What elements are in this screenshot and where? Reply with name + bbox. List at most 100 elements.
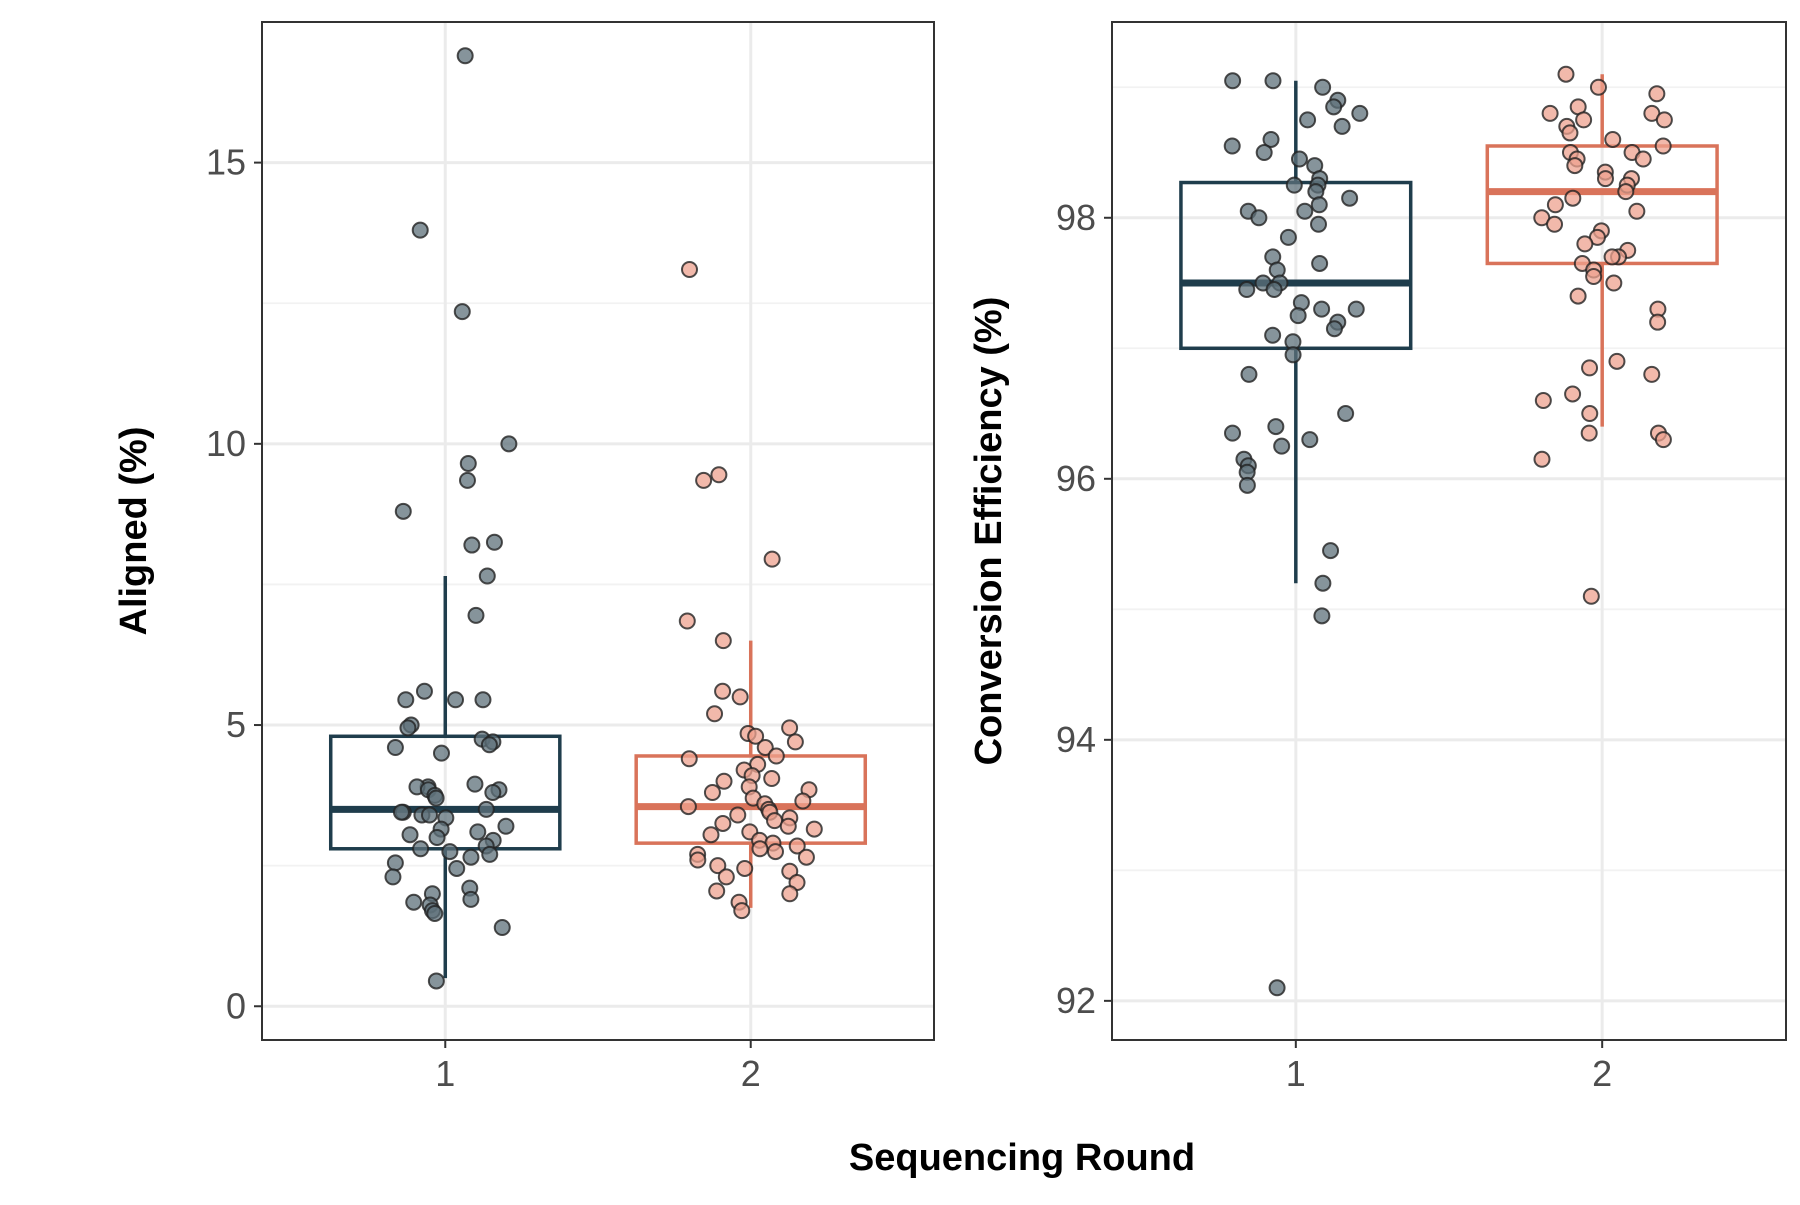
data-point	[484, 784, 502, 802]
data-point	[680, 750, 698, 768]
data-point	[427, 789, 445, 807]
data-point	[1311, 254, 1329, 272]
data-point	[714, 814, 732, 832]
data-point	[766, 812, 784, 830]
points-round-2	[1533, 65, 1673, 605]
data-point	[1322, 542, 1340, 560]
data-point	[1337, 405, 1355, 423]
points-round-1	[1223, 72, 1369, 997]
data-point	[1238, 281, 1256, 299]
data-point	[736, 859, 754, 877]
y-axis-title: Aligned (%)	[113, 427, 155, 636]
data-point	[1285, 176, 1303, 194]
data-point	[1654, 137, 1672, 155]
y-tick-label: 94	[1056, 719, 1096, 760]
data-point	[1575, 111, 1593, 129]
data-point	[781, 719, 799, 737]
x-tick-label: 2	[1592, 1053, 1612, 1094]
panel-border	[1111, 21, 1787, 1041]
points-round-2	[678, 260, 823, 920]
data-point	[1289, 307, 1307, 325]
data-point	[405, 893, 423, 911]
data-point	[1533, 450, 1551, 468]
data-point	[1655, 111, 1673, 129]
y-tick-label: 92	[1056, 980, 1096, 1021]
data-point	[797, 848, 815, 866]
x-axis-title: Sequencing Round	[849, 1137, 1195, 1179]
data-point	[786, 733, 804, 751]
y-tick-label: 5	[226, 704, 246, 745]
data-point	[714, 682, 732, 700]
panel-1: 0 5 10 15 1 2 Aligned (%)	[113, 21, 935, 1094]
data-point	[426, 904, 444, 922]
data-point	[1580, 424, 1598, 442]
data-point	[458, 471, 476, 489]
data-point	[1284, 346, 1302, 364]
data-point	[480, 736, 498, 754]
data-point	[427, 972, 445, 990]
data-point	[497, 817, 515, 835]
data-point	[1561, 124, 1579, 142]
data-point	[1604, 130, 1622, 148]
data-point	[781, 885, 799, 903]
data-point	[386, 854, 404, 872]
data-point	[689, 851, 707, 869]
data-point	[453, 303, 471, 321]
data-point	[1264, 72, 1282, 90]
data-point	[1313, 300, 1331, 318]
data-point	[1310, 215, 1328, 233]
data-point	[456, 47, 474, 65]
data-point	[1341, 189, 1359, 207]
data-point	[459, 455, 477, 473]
data-point	[481, 845, 499, 863]
data-point	[1546, 215, 1564, 233]
data-point	[1564, 385, 1582, 403]
points-round-1	[384, 47, 518, 990]
data-point	[1325, 320, 1343, 338]
data-point	[441, 843, 459, 861]
data-point	[384, 868, 402, 886]
data-point	[466, 775, 484, 793]
data-point	[763, 769, 781, 787]
data-point	[1333, 117, 1351, 135]
data-point	[394, 502, 412, 520]
data-point	[1608, 352, 1626, 370]
data-point	[766, 843, 784, 861]
data-point	[709, 857, 727, 875]
y-tick-label: 98	[1056, 197, 1096, 238]
data-point	[763, 550, 781, 568]
panel-2: 92 94 96 98 1 2 Conversion Efficiency (%)	[968, 21, 1787, 1094]
data-point	[462, 848, 480, 866]
data-point	[428, 829, 446, 847]
data-point	[1224, 72, 1242, 90]
data-point	[474, 691, 492, 709]
data-point	[717, 868, 735, 886]
data-point	[1557, 65, 1575, 83]
data-point	[432, 744, 450, 762]
data-point	[756, 739, 774, 757]
data-point	[399, 719, 417, 737]
data-point	[478, 567, 496, 585]
data-point	[1581, 405, 1599, 423]
y-tick-label: 10	[206, 423, 246, 464]
data-point	[1347, 300, 1365, 318]
data-point	[411, 221, 429, 239]
data-point	[1585, 268, 1603, 285]
data-point	[805, 820, 823, 838]
data-point	[1310, 196, 1328, 214]
y-tick-label: 0	[226, 985, 246, 1026]
panel-border	[261, 21, 935, 1041]
data-point	[1267, 418, 1285, 436]
y-tick-label: 96	[1056, 458, 1096, 499]
data-point	[733, 902, 751, 920]
data-point	[420, 806, 438, 824]
box-iqr	[1485, 144, 1719, 266]
data-point	[702, 826, 720, 844]
data-point	[1541, 104, 1559, 122]
data-point	[1265, 281, 1283, 299]
data-point	[1534, 391, 1552, 409]
data-point	[462, 890, 480, 908]
data-point	[1617, 183, 1635, 201]
data-point	[710, 466, 728, 484]
x-tick-label: 1	[435, 1053, 455, 1094]
